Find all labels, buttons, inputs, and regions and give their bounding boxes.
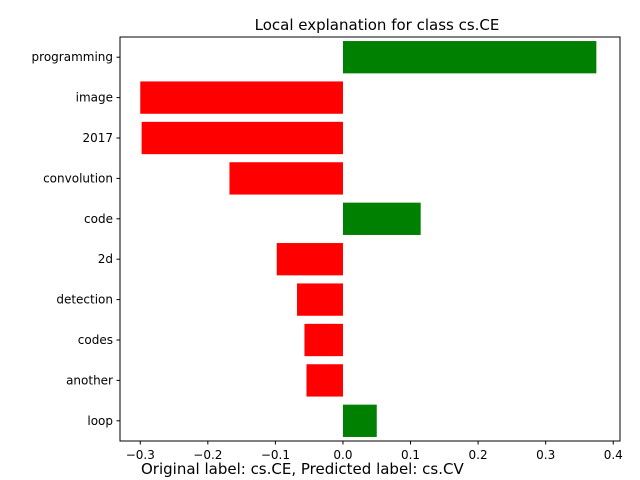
bar-image [140, 81, 343, 114]
bar-another [306, 364, 343, 397]
x-tick-label: −0.1 [261, 448, 290, 462]
bar-loop [342, 404, 377, 437]
x-tick-label: −0.2 [193, 448, 222, 462]
y-tick-label: loop [87, 414, 113, 428]
y-tick-label: convolution [43, 171, 113, 185]
chart-title: Local explanation for class cs.CE [255, 16, 500, 34]
bar-programming [342, 41, 597, 74]
x-tick-label: 0.1 [401, 448, 420, 462]
x-tick-label: 0.3 [536, 448, 555, 462]
x-tick-label: 0.2 [469, 448, 488, 462]
bar-detection [297, 283, 343, 316]
bar-code [342, 202, 421, 235]
y-tick-label: 2017 [82, 131, 113, 145]
bars-group [140, 41, 597, 437]
x-tick-label: 0.0 [333, 448, 352, 462]
y-tick-label: another [66, 373, 113, 387]
y-tick-label: codes [78, 333, 113, 347]
bar-convolution [229, 162, 343, 195]
y-tick-label: detection [56, 293, 113, 307]
y-tick-label: 2d [98, 252, 113, 266]
y-axis-ticks: programming image 2017 convolution code 2d det… [32, 50, 120, 428]
bar-2d [276, 243, 343, 276]
x-tick-label: −0.3 [126, 448, 155, 462]
plot-frame [119, 36, 621, 442]
prediction-caption: Original label: cs.CE, Predicted label: … [141, 460, 464, 478]
y-tick-label: programming [32, 50, 113, 64]
bar-codes [304, 323, 343, 357]
y-tick-label: code [84, 212, 113, 226]
x-tick-label: 0.4 [604, 448, 623, 462]
y-tick-label: image [76, 91, 113, 105]
bar-2017 [141, 121, 343, 155]
x-axis-ticks: −0.3 −0.2 −0.1 0.0 0.1 0.2 0.3 0.4 [126, 441, 623, 462]
